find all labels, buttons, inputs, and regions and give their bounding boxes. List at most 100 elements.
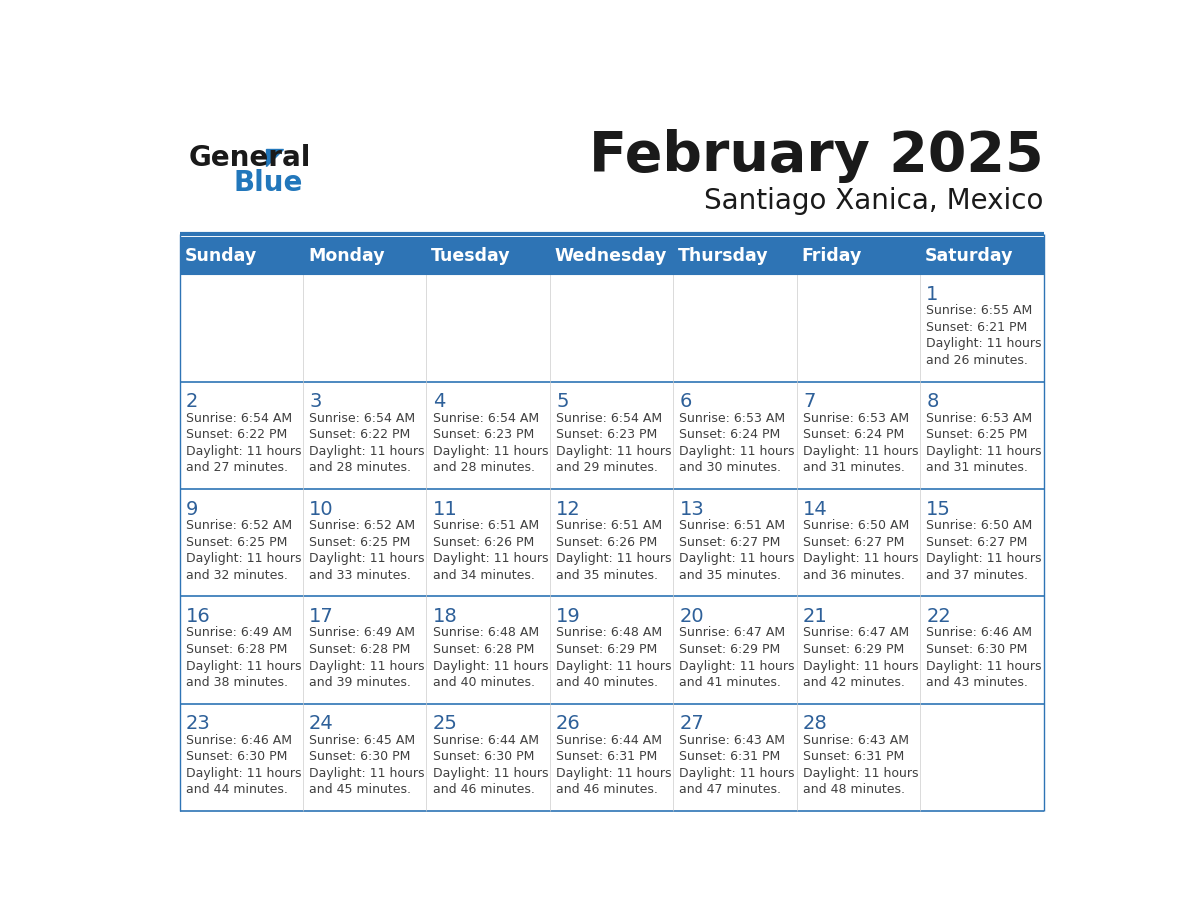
Bar bbox=[797, 596, 921, 703]
Text: Sunrise: 6:47 AM: Sunrise: 6:47 AM bbox=[680, 626, 785, 639]
Bar bbox=[797, 703, 921, 811]
Text: and 39 minutes.: and 39 minutes. bbox=[309, 677, 411, 689]
Text: Sunset: 6:30 PM: Sunset: 6:30 PM bbox=[309, 750, 411, 763]
Text: Sunset: 6:29 PM: Sunset: 6:29 PM bbox=[556, 643, 657, 655]
Bar bbox=[303, 703, 426, 811]
Text: and 35 minutes.: and 35 minutes. bbox=[680, 569, 782, 582]
Bar bbox=[797, 489, 921, 596]
Text: Sunrise: 6:52 AM: Sunrise: 6:52 AM bbox=[309, 519, 416, 532]
Bar bbox=[550, 596, 674, 703]
Text: 6: 6 bbox=[680, 392, 691, 411]
Text: 11: 11 bbox=[432, 499, 457, 519]
Text: Daylight: 11 hours: Daylight: 11 hours bbox=[185, 767, 302, 780]
Text: 22: 22 bbox=[927, 607, 952, 626]
Text: Sunset: 6:30 PM: Sunset: 6:30 PM bbox=[185, 750, 287, 763]
Text: Sunset: 6:30 PM: Sunset: 6:30 PM bbox=[432, 750, 533, 763]
Bar bbox=[921, 596, 1043, 703]
Bar bbox=[921, 703, 1043, 811]
Text: 18: 18 bbox=[432, 607, 457, 626]
Text: Sunset: 6:25 PM: Sunset: 6:25 PM bbox=[185, 535, 287, 549]
Text: Daylight: 11 hours: Daylight: 11 hours bbox=[680, 552, 795, 565]
Text: Daylight: 11 hours: Daylight: 11 hours bbox=[432, 445, 548, 458]
Text: Sunday: Sunday bbox=[184, 247, 257, 264]
Text: Sunrise: 6:54 AM: Sunrise: 6:54 AM bbox=[185, 411, 292, 424]
Text: Sunrise: 6:51 AM: Sunrise: 6:51 AM bbox=[432, 519, 538, 532]
Bar bbox=[179, 382, 303, 489]
Text: Daylight: 11 hours: Daylight: 11 hours bbox=[309, 445, 424, 458]
Text: and 35 minutes.: and 35 minutes. bbox=[556, 569, 658, 582]
Text: Sunset: 6:31 PM: Sunset: 6:31 PM bbox=[680, 750, 781, 763]
Bar bbox=[550, 382, 674, 489]
Text: Thursday: Thursday bbox=[678, 247, 769, 264]
Text: Daylight: 11 hours: Daylight: 11 hours bbox=[927, 338, 1042, 351]
Text: 27: 27 bbox=[680, 714, 704, 733]
Text: Sunset: 6:24 PM: Sunset: 6:24 PM bbox=[803, 428, 904, 442]
Text: Sunrise: 6:53 AM: Sunrise: 6:53 AM bbox=[680, 411, 785, 424]
Text: Sunset: 6:23 PM: Sunset: 6:23 PM bbox=[432, 428, 533, 442]
Text: General: General bbox=[189, 144, 311, 172]
Text: Sunrise: 6:45 AM: Sunrise: 6:45 AM bbox=[309, 733, 416, 746]
Bar bbox=[921, 382, 1043, 489]
Text: Sunrise: 6:51 AM: Sunrise: 6:51 AM bbox=[556, 519, 662, 532]
Text: and 28 minutes.: and 28 minutes. bbox=[309, 462, 411, 475]
Text: 8: 8 bbox=[927, 392, 939, 411]
Text: Sunset: 6:25 PM: Sunset: 6:25 PM bbox=[309, 535, 411, 549]
Text: Daylight: 11 hours: Daylight: 11 hours bbox=[927, 552, 1042, 565]
Text: Sunrise: 6:51 AM: Sunrise: 6:51 AM bbox=[680, 519, 785, 532]
Text: and 44 minutes.: and 44 minutes. bbox=[185, 783, 287, 797]
Text: Sunrise: 6:52 AM: Sunrise: 6:52 AM bbox=[185, 519, 292, 532]
Text: Daylight: 11 hours: Daylight: 11 hours bbox=[927, 659, 1042, 673]
Text: Daylight: 11 hours: Daylight: 11 hours bbox=[556, 767, 671, 780]
Bar bbox=[179, 703, 303, 811]
Bar bbox=[303, 274, 426, 382]
Text: Sunset: 6:28 PM: Sunset: 6:28 PM bbox=[185, 643, 287, 655]
Text: Sunrise: 6:53 AM: Sunrise: 6:53 AM bbox=[927, 411, 1032, 424]
Text: 5: 5 bbox=[556, 392, 569, 411]
Text: 28: 28 bbox=[803, 714, 828, 733]
Text: Sunset: 6:24 PM: Sunset: 6:24 PM bbox=[680, 428, 781, 442]
Text: and 32 minutes.: and 32 minutes. bbox=[185, 569, 287, 582]
Text: Sunset: 6:26 PM: Sunset: 6:26 PM bbox=[556, 535, 657, 549]
Text: Santiago Xanica, Mexico: Santiago Xanica, Mexico bbox=[704, 187, 1043, 215]
Text: Sunrise: 6:54 AM: Sunrise: 6:54 AM bbox=[556, 411, 662, 424]
Polygon shape bbox=[266, 149, 284, 165]
Text: 7: 7 bbox=[803, 392, 815, 411]
Text: and 48 minutes.: and 48 minutes. bbox=[803, 783, 905, 797]
Text: Sunset: 6:27 PM: Sunset: 6:27 PM bbox=[927, 535, 1028, 549]
Text: 1: 1 bbox=[927, 285, 939, 304]
Bar bbox=[303, 382, 426, 489]
Bar bbox=[550, 703, 674, 811]
Text: and 30 minutes.: and 30 minutes. bbox=[680, 462, 782, 475]
Text: and 33 minutes.: and 33 minutes. bbox=[309, 569, 411, 582]
Text: and 46 minutes.: and 46 minutes. bbox=[432, 783, 535, 797]
Text: 2: 2 bbox=[185, 392, 198, 411]
Text: and 26 minutes.: and 26 minutes. bbox=[927, 354, 1029, 367]
Text: Daylight: 11 hours: Daylight: 11 hours bbox=[432, 659, 548, 673]
Text: 16: 16 bbox=[185, 607, 210, 626]
Text: 23: 23 bbox=[185, 714, 210, 733]
Bar bbox=[179, 237, 1043, 274]
Text: 26: 26 bbox=[556, 714, 581, 733]
Text: Sunset: 6:28 PM: Sunset: 6:28 PM bbox=[309, 643, 411, 655]
Text: Sunrise: 6:55 AM: Sunrise: 6:55 AM bbox=[927, 304, 1032, 318]
Text: and 41 minutes.: and 41 minutes. bbox=[680, 677, 782, 689]
Text: Daylight: 11 hours: Daylight: 11 hours bbox=[803, 445, 918, 458]
Text: Sunset: 6:31 PM: Sunset: 6:31 PM bbox=[556, 750, 657, 763]
Bar bbox=[674, 382, 797, 489]
Bar bbox=[674, 489, 797, 596]
Text: Daylight: 11 hours: Daylight: 11 hours bbox=[803, 767, 918, 780]
Text: Sunrise: 6:48 AM: Sunrise: 6:48 AM bbox=[556, 626, 662, 639]
Bar bbox=[426, 703, 550, 811]
Text: and 36 minutes.: and 36 minutes. bbox=[803, 569, 905, 582]
Text: Sunrise: 6:44 AM: Sunrise: 6:44 AM bbox=[556, 733, 662, 746]
Text: and 31 minutes.: and 31 minutes. bbox=[927, 462, 1029, 475]
Text: and 40 minutes.: and 40 minutes. bbox=[432, 677, 535, 689]
Text: Sunrise: 6:54 AM: Sunrise: 6:54 AM bbox=[432, 411, 538, 424]
Text: 13: 13 bbox=[680, 499, 704, 519]
Bar bbox=[797, 274, 921, 382]
Text: Sunset: 6:29 PM: Sunset: 6:29 PM bbox=[803, 643, 904, 655]
Text: and 42 minutes.: and 42 minutes. bbox=[803, 677, 905, 689]
Text: Daylight: 11 hours: Daylight: 11 hours bbox=[185, 445, 302, 458]
Bar bbox=[179, 489, 303, 596]
Text: Daylight: 11 hours: Daylight: 11 hours bbox=[309, 767, 424, 780]
